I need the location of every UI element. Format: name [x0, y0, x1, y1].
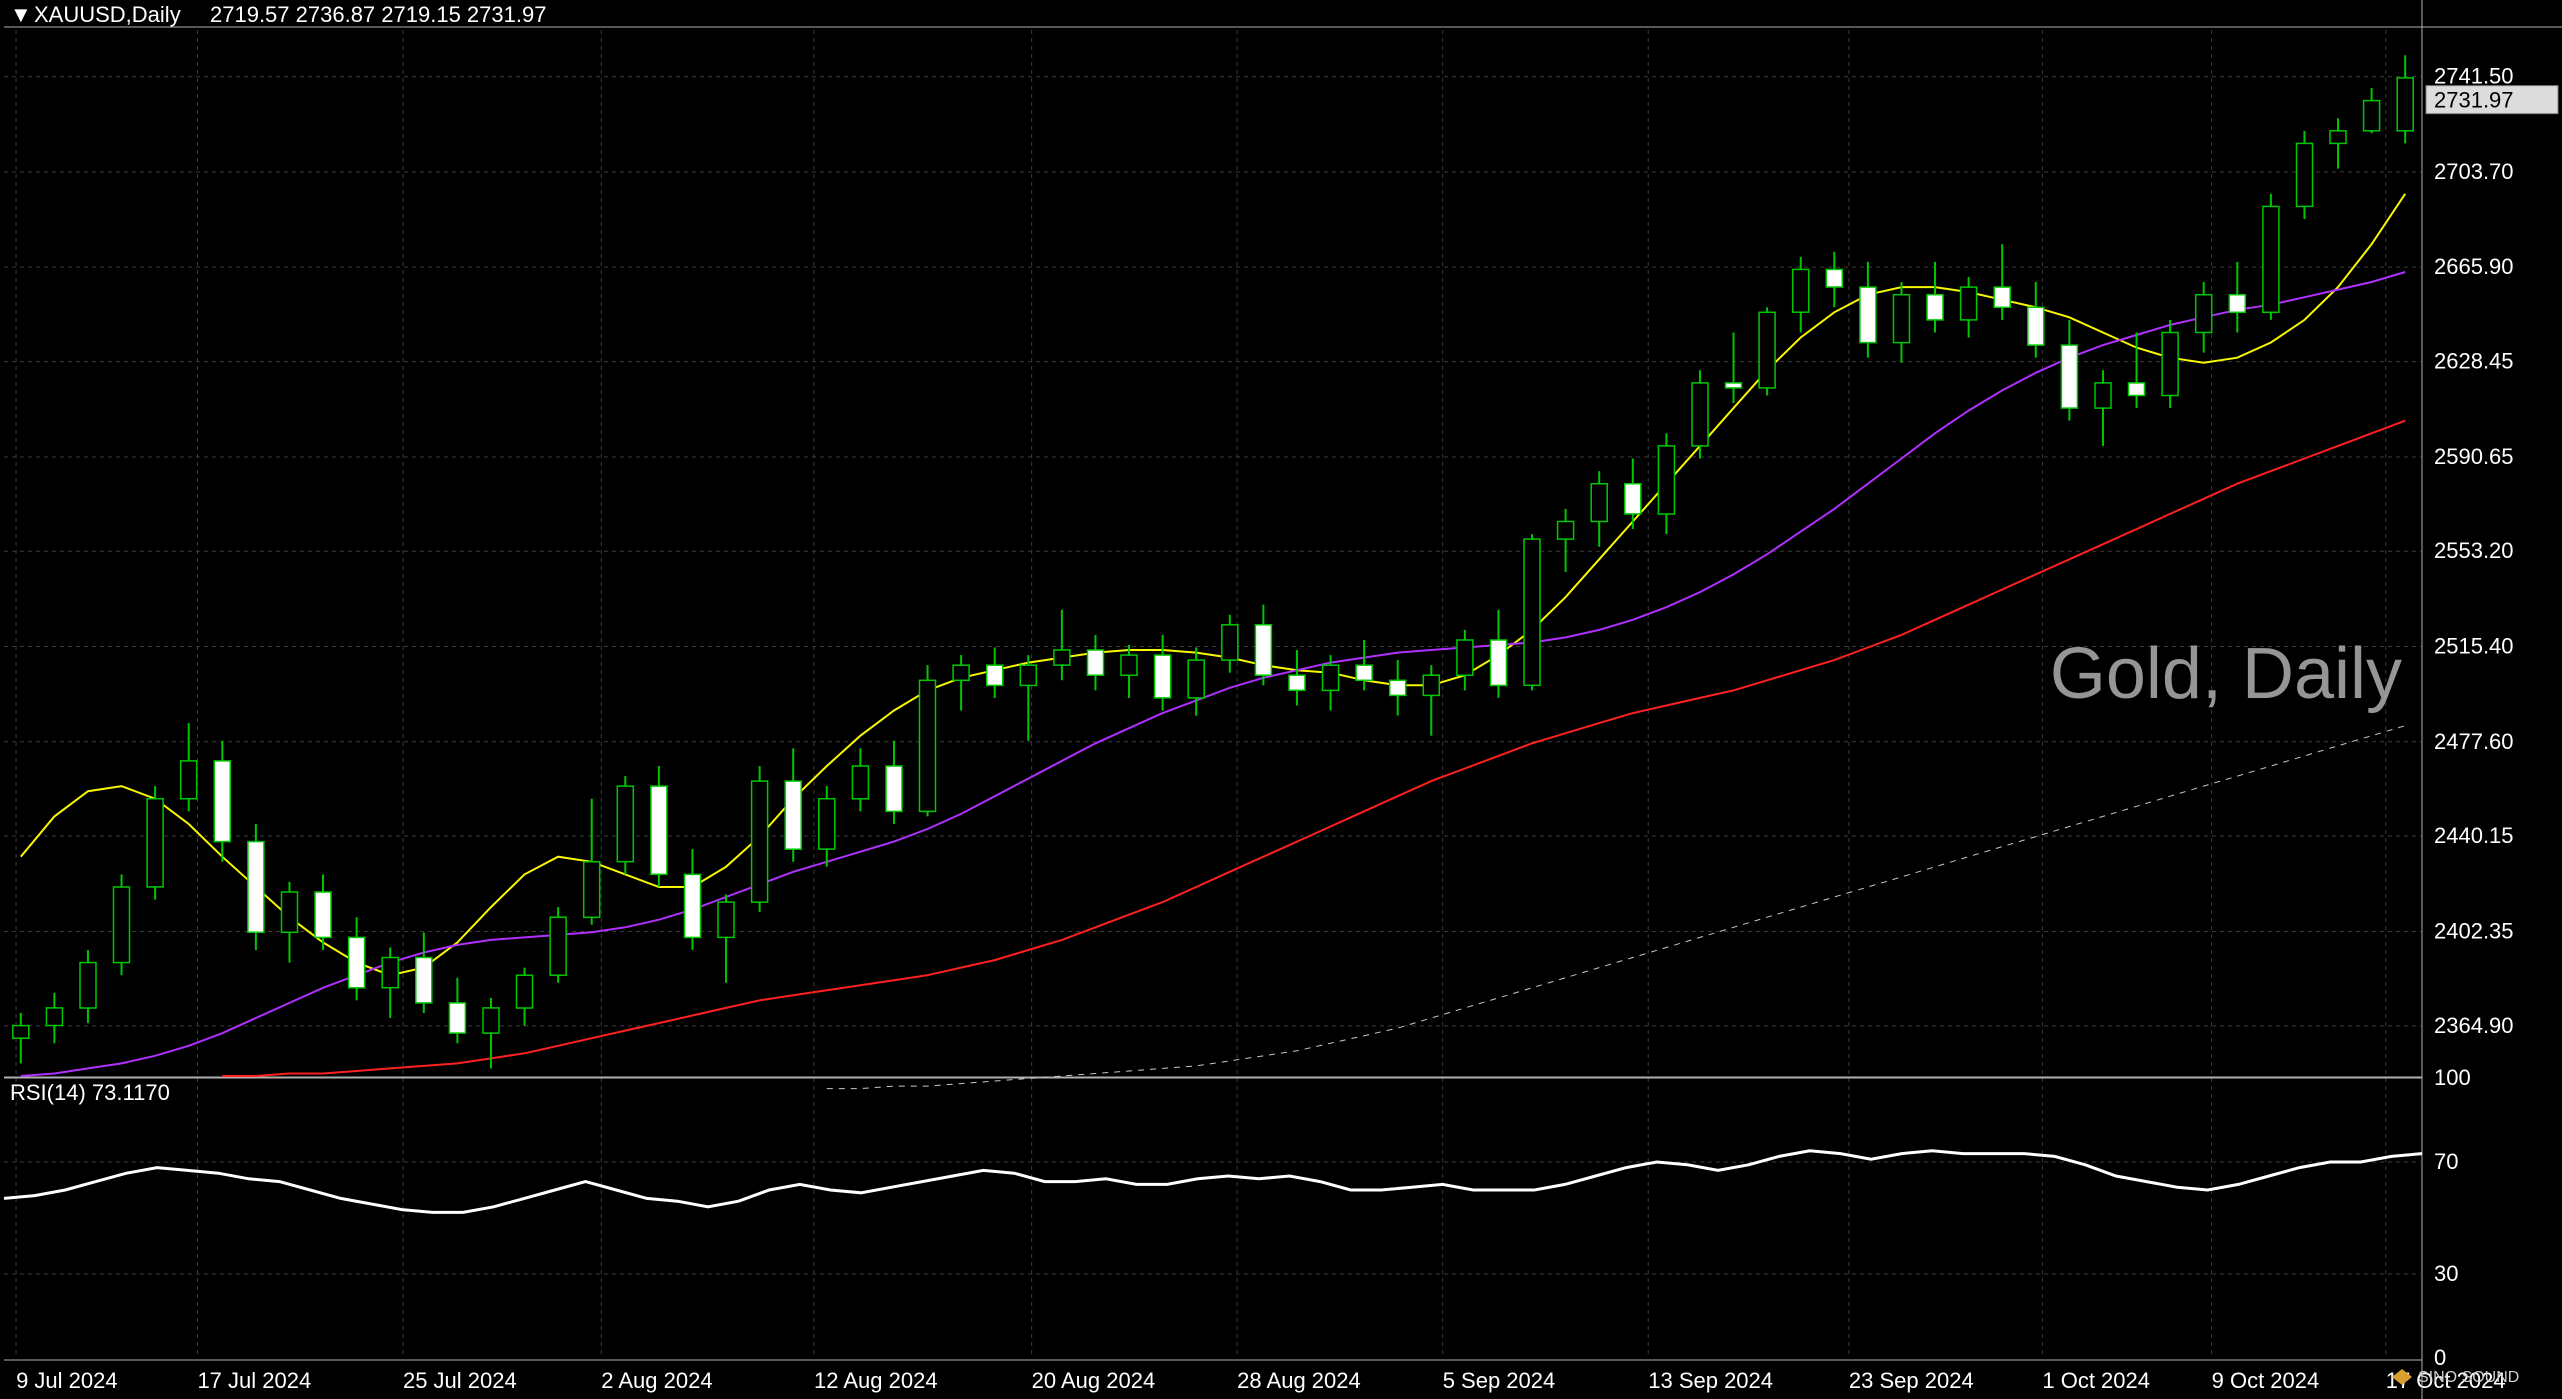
svg-text:2477.60: 2477.60 [2434, 729, 2514, 754]
svg-text:1 Oct 2024: 1 Oct 2024 [2042, 1368, 2150, 1393]
svg-text:23 Sep 2024: 23 Sep 2024 [1849, 1368, 1974, 1393]
svg-text:13 Sep 2024: 13 Sep 2024 [1648, 1368, 1773, 1393]
svg-text:2402.35: 2402.35 [2434, 918, 2514, 943]
svg-text:2665.90: 2665.90 [2434, 254, 2514, 279]
dropdown-caret-icon[interactable]: ▼ [10, 2, 32, 27]
svg-text:2515.40: 2515.40 [2434, 634, 2514, 659]
svg-text:2628.45: 2628.45 [2434, 349, 2514, 374]
svg-text:2364.90: 2364.90 [2434, 1013, 2514, 1038]
svg-text:SINO SOUND: SINO SOUND [2418, 1369, 2519, 1386]
svg-text:17 Jul 2024: 17 Jul 2024 [197, 1368, 311, 1393]
svg-text:2703.70: 2703.70 [2434, 159, 2514, 184]
svg-text:0: 0 [2434, 1345, 2446, 1370]
svg-text:30: 30 [2434, 1261, 2458, 1286]
svg-text:100: 100 [2434, 1065, 2471, 1090]
svg-text:2553.20: 2553.20 [2434, 538, 2514, 563]
svg-text:2741.50: 2741.50 [2434, 64, 2514, 89]
ohlc-label: 2719.57 2736.87 2719.15 2731.97 [210, 2, 546, 27]
svg-text:2440.15: 2440.15 [2434, 823, 2514, 848]
svg-text:2590.65: 2590.65 [2434, 444, 2514, 469]
svg-text:2 Aug 2024: 2 Aug 2024 [601, 1368, 712, 1393]
chart-root: 2741.50 2703.70 2665.90 2628.45 2590.65 2553.… [0, 0, 2562, 1399]
svg-text:25 Jul 2024: 25 Jul 2024 [403, 1368, 517, 1393]
svg-text:28 Aug 2024: 28 Aug 2024 [1237, 1368, 1361, 1393]
current-price-label: 2731.97 [2434, 88, 2514, 113]
svg-text:9 Jul 2024: 9 Jul 2024 [16, 1368, 118, 1393]
svg-text:70: 70 [2434, 1149, 2458, 1174]
symbol-label: XAUUSD,Daily [34, 2, 181, 27]
svg-text:12 Aug 2024: 12 Aug 2024 [814, 1368, 938, 1393]
watermark: Gold, Daily [2050, 634, 2402, 714]
svg-text:5 Sep 2024: 5 Sep 2024 [1443, 1368, 1556, 1393]
svg-text:20 Aug 2024: 20 Aug 2024 [1032, 1368, 1156, 1393]
rsi-label: RSI(14) 73.1170 [10, 1080, 170, 1105]
chart-svg: 2741.50 2703.70 2665.90 2628.45 2590.65 2553.… [0, 0, 2562, 1399]
header-bar: ▼XAUUSD,Daily 2719.57 2736.87 2719.15 273… [10, 2, 546, 27]
svg-text:9 Oct 2024: 9 Oct 2024 [2212, 1368, 2320, 1393]
